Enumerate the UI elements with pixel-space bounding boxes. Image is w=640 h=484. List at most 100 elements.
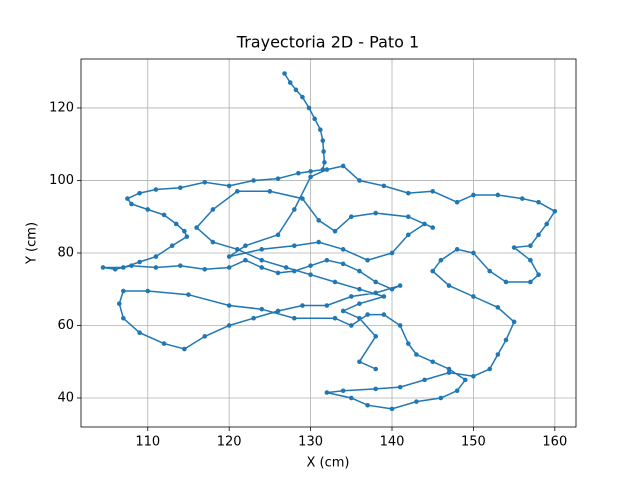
point xyxy=(487,366,493,372)
point xyxy=(348,323,354,328)
point xyxy=(365,312,370,317)
point xyxy=(357,286,362,292)
point xyxy=(389,286,395,292)
point xyxy=(320,167,326,172)
point xyxy=(308,263,313,268)
point xyxy=(365,402,370,408)
point xyxy=(348,395,354,401)
point xyxy=(292,207,297,212)
point xyxy=(194,225,199,230)
point xyxy=(178,185,183,191)
point xyxy=(182,346,187,352)
point xyxy=(454,247,460,252)
point xyxy=(422,377,427,383)
point xyxy=(267,189,273,194)
point xyxy=(259,247,265,252)
point xyxy=(389,406,395,412)
point xyxy=(446,366,452,372)
point xyxy=(373,366,379,372)
point xyxy=(184,234,190,239)
point xyxy=(318,127,323,132)
point xyxy=(348,294,354,299)
point xyxy=(446,370,452,375)
point xyxy=(292,243,297,249)
point xyxy=(300,196,305,201)
point xyxy=(226,183,232,189)
point xyxy=(389,250,395,256)
point xyxy=(182,228,187,234)
point xyxy=(292,315,297,321)
point xyxy=(300,94,305,100)
point xyxy=(145,207,151,212)
point xyxy=(414,399,419,404)
point xyxy=(202,179,208,185)
point xyxy=(296,170,301,176)
point xyxy=(121,288,126,294)
point xyxy=(137,190,142,196)
point xyxy=(340,247,346,252)
point xyxy=(414,352,419,357)
point xyxy=(357,178,362,183)
point xyxy=(308,272,313,278)
point xyxy=(430,225,436,230)
point xyxy=(121,265,126,270)
point xyxy=(153,265,159,270)
point xyxy=(471,294,476,299)
point xyxy=(210,207,216,212)
point xyxy=(381,294,387,299)
point xyxy=(129,263,134,268)
point xyxy=(430,268,436,274)
point xyxy=(321,149,326,154)
point xyxy=(340,308,346,314)
point xyxy=(536,232,541,238)
point xyxy=(397,283,403,288)
point xyxy=(357,301,362,307)
point xyxy=(381,183,387,189)
point xyxy=(511,245,517,250)
point xyxy=(121,315,126,321)
point xyxy=(316,239,322,245)
point xyxy=(340,163,346,169)
point xyxy=(332,279,338,285)
point xyxy=(454,199,460,205)
point xyxy=(536,199,541,205)
point xyxy=(487,268,493,274)
point xyxy=(202,266,208,272)
point xyxy=(226,265,232,270)
point xyxy=(471,373,476,379)
point xyxy=(552,208,558,214)
point xyxy=(210,239,216,245)
point xyxy=(293,87,299,93)
point xyxy=(308,169,313,174)
point xyxy=(405,232,411,238)
point xyxy=(519,196,525,201)
point xyxy=(340,388,346,394)
point xyxy=(340,261,346,267)
point xyxy=(373,210,379,216)
point xyxy=(471,250,476,256)
point xyxy=(251,178,256,183)
point xyxy=(373,279,379,285)
point xyxy=(324,257,330,263)
point xyxy=(430,189,436,194)
point xyxy=(503,279,509,285)
point xyxy=(178,263,183,268)
point xyxy=(282,71,287,76)
point xyxy=(145,288,151,294)
point xyxy=(405,190,411,196)
point xyxy=(235,247,240,252)
point xyxy=(259,265,265,270)
point xyxy=(306,105,312,111)
point xyxy=(259,257,265,263)
point xyxy=(528,243,533,249)
point xyxy=(511,319,517,325)
point xyxy=(373,290,379,296)
point xyxy=(373,334,379,339)
y-tick-label: 100 xyxy=(49,173,74,188)
y-axis-label: Y (cm) xyxy=(25,222,40,265)
point xyxy=(292,268,297,274)
point xyxy=(186,292,191,297)
point xyxy=(324,303,330,308)
point xyxy=(357,315,362,321)
